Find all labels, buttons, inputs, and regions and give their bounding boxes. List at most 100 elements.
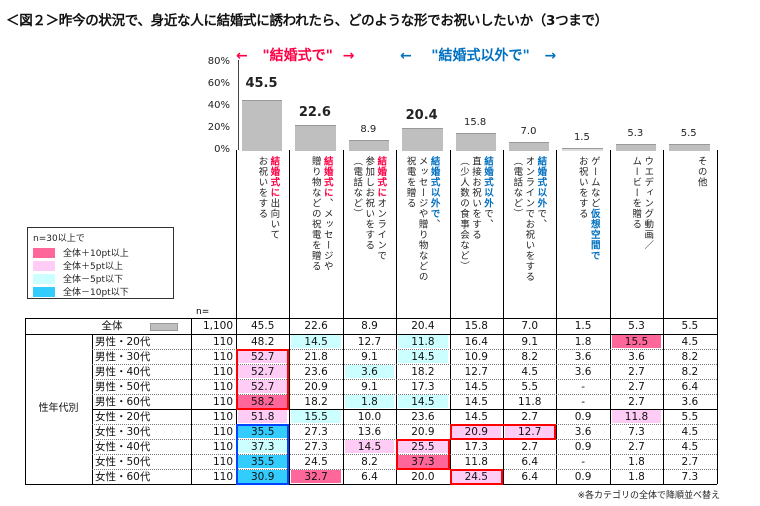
table-cell: 6.4 xyxy=(521,456,539,468)
row-n: 110 xyxy=(212,366,233,378)
table-cell: 12.7 xyxy=(518,426,542,438)
row-n: 110 xyxy=(212,441,233,453)
category-label-segment: 結婚式以外 xyxy=(535,156,547,209)
table-cell: 10.9 xyxy=(464,351,488,363)
category-label: 結婚式に出向いて お祝いをする xyxy=(255,156,279,240)
total-label: 全体 xyxy=(101,320,123,332)
category-label-segment: 結婚式以外 xyxy=(481,156,493,209)
category-label: ゲームなど仮想空間で お祝いをする xyxy=(576,156,600,261)
table-cell: 30.9 xyxy=(251,471,275,483)
y-tick-label: 80% xyxy=(207,56,230,67)
bar-value-label: 1.5 xyxy=(573,132,590,144)
category-column: 結婚式に、メッセージや 贈り物などの祝電を贈る xyxy=(289,150,342,318)
total-value: 22.6 xyxy=(304,320,328,332)
table-vline xyxy=(342,318,344,484)
row-label: 女性・30代 xyxy=(95,426,151,438)
table-cell: 25.5 xyxy=(411,441,435,453)
legend-label: 全体＋10pt以上 xyxy=(63,249,129,259)
table-cell: 27.3 xyxy=(304,426,328,438)
y-tick-label: 20% xyxy=(207,122,230,133)
table-cell: 9.1 xyxy=(361,381,378,393)
cell-highlight xyxy=(451,425,501,438)
table-vline xyxy=(25,318,26,484)
cell-highlight xyxy=(238,455,288,468)
table-cell: 9.1 xyxy=(521,336,539,348)
bar xyxy=(348,140,390,151)
category-label-segment: オンラインでお祝いをする xyxy=(523,156,535,282)
table-cell: 0.9 xyxy=(574,471,592,483)
total-value: 7.0 xyxy=(521,320,539,332)
cell-highlight xyxy=(344,440,395,453)
row-divider xyxy=(92,364,717,365)
row-label: 女性・40代 xyxy=(95,441,151,453)
cell-highlight xyxy=(398,335,448,348)
table-cell: 2.7 xyxy=(628,396,645,408)
category-label-segment: お祝いをする xyxy=(576,156,588,219)
table-cell: 11.8 xyxy=(464,456,488,468)
table-cell: 7.3 xyxy=(628,426,645,438)
row-label: 男性・50代 xyxy=(95,381,151,393)
bar-value-label: 22.6 xyxy=(298,105,331,121)
category-label-segment: お祝いをする xyxy=(256,156,268,219)
cell-highlight xyxy=(611,335,662,348)
total-value: 1.5 xyxy=(574,320,592,332)
table-cell: 4.5 xyxy=(521,366,539,378)
category-column: ウエディング動画／ ムービーを贈る xyxy=(609,150,663,318)
category-label-segment: ウエディング動画／ xyxy=(642,156,654,251)
cell-highlight xyxy=(238,410,288,423)
table-cell: 6.4 xyxy=(521,471,539,483)
figure-title: ＜図２＞昨今の状況で、身近な人に結婚式に誘われたら、どのような形でお祝いしたいか… xyxy=(6,13,608,29)
table-cell: 14.5 xyxy=(411,351,435,363)
table-vline xyxy=(289,318,291,484)
table-cell: - xyxy=(581,456,585,468)
category-label: 結婚式以外で、 直接お祝いをする （少人数の食事会など） xyxy=(457,156,493,272)
row-divider xyxy=(92,424,717,425)
bar-value-label: 7.0 xyxy=(520,126,537,138)
row-n: 110 xyxy=(212,471,233,483)
row-label: 女性・20代 xyxy=(95,411,151,423)
y-tick-label: 0% xyxy=(214,144,230,155)
category-label-segment: で、 xyxy=(481,208,493,230)
bar xyxy=(615,144,657,151)
table-cell: 14.5 xyxy=(304,336,328,348)
category-label-segment: （少人数の食事会など） xyxy=(457,156,469,272)
row-n: 110 xyxy=(212,456,233,468)
table-cell: 37.3 xyxy=(251,441,275,453)
wedding-label: "結婚式で" xyxy=(262,48,333,64)
table-cell: 2.7 xyxy=(628,366,645,378)
table-cell: 0.9 xyxy=(574,411,592,423)
table-vline xyxy=(503,318,504,484)
table-cell: 8.2 xyxy=(681,351,699,363)
category-label-segment: 贈り物などの祝電を贈る xyxy=(309,156,321,272)
category-column: 結婚式以外で、 メッセージや贈り物などの 祝電を贈る xyxy=(396,150,449,318)
row-n: 110 xyxy=(212,411,233,423)
category-label-segment: 祝電を贈る xyxy=(404,156,416,209)
table-cell: 8.2 xyxy=(521,351,539,363)
legend-swatch xyxy=(33,260,55,271)
bar-value-label: 15.8 xyxy=(463,116,487,128)
bar xyxy=(402,127,443,151)
table-cell: 3.6 xyxy=(574,366,592,378)
table-cell: 6.4 xyxy=(361,471,378,483)
bar xyxy=(295,125,336,151)
y-tick-label: 60% xyxy=(207,78,230,89)
table-cell: 16.4 xyxy=(464,336,488,348)
bar-value-label: 45.5 xyxy=(245,75,278,91)
table-cell: 24.5 xyxy=(304,456,328,468)
total-value: 5.3 xyxy=(628,320,645,332)
highlight-box xyxy=(449,469,503,485)
highlight-box xyxy=(236,424,290,485)
table-cell: 13.6 xyxy=(357,426,382,438)
table-cell: 4.5 xyxy=(681,426,699,438)
table-cell: 10.0 xyxy=(357,411,382,423)
arrow-left-icon: ← xyxy=(400,48,432,64)
table-cell: 2.7 xyxy=(521,411,539,423)
table-cell: 27.3 xyxy=(304,441,328,453)
table-cell: 48.2 xyxy=(251,336,275,348)
cell-highlight xyxy=(291,470,341,483)
arrow-right-icon: → xyxy=(529,48,557,64)
legend-swatch xyxy=(33,247,55,258)
table-cell: 14.5 xyxy=(357,441,382,453)
bar-value-label: 8.9 xyxy=(360,124,377,136)
category-label-segment: オンラインで xyxy=(375,198,387,261)
